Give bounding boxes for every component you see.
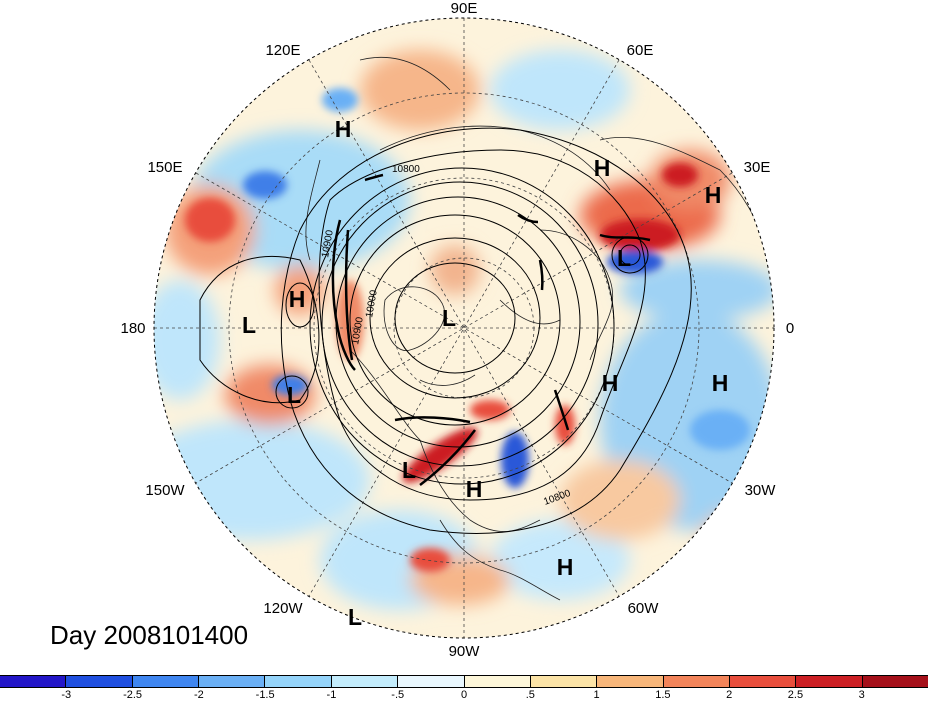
colorbar-tick-label: 2 bbox=[726, 689, 733, 701]
high-center: H bbox=[466, 476, 483, 502]
colorbar-tick-label: -.5 bbox=[391, 689, 405, 701]
colorbar-tick-label: 1 bbox=[593, 689, 600, 701]
colorbar-tick-label: -3 bbox=[61, 689, 72, 701]
high-center: H bbox=[289, 286, 306, 312]
colorbar-tick-label: -2.5 bbox=[123, 689, 143, 701]
lon-label-120e: 120E bbox=[265, 42, 300, 59]
colorbar-tick-label: 2.5 bbox=[787, 689, 804, 701]
colorbar-tick-label: 0 bbox=[460, 689, 468, 701]
colorbar-swatch bbox=[729, 676, 797, 687]
contour-label: 10000 bbox=[364, 289, 380, 319]
map-boundary bbox=[153, 17, 775, 639]
lon-label-30w: 30W bbox=[745, 482, 777, 499]
colorbar-swatch bbox=[331, 676, 399, 687]
colorbar-tick-label: -2 bbox=[193, 689, 204, 701]
colorbar-ticks: -3 -2.5 -2 -1.5 -1 -.5 0 .5 1 1.5 2 2.5 3 bbox=[0, 689, 928, 702]
low-center: L bbox=[287, 382, 301, 408]
low-center: L bbox=[617, 245, 631, 271]
lon-label-180: 180 bbox=[120, 320, 145, 337]
lon-label-0: 0 bbox=[786, 320, 794, 337]
lon-label-30e: 30E bbox=[744, 159, 771, 176]
low-center: L bbox=[242, 312, 256, 338]
high-center: H bbox=[335, 116, 352, 142]
colorbar-swatch bbox=[862, 676, 928, 687]
lon-label-120w: 120W bbox=[263, 600, 303, 617]
contour-label: 10800 bbox=[392, 164, 420, 175]
colorbar bbox=[0, 675, 928, 688]
height-contours bbox=[199, 127, 692, 534]
colorbar-swatch bbox=[398, 676, 465, 687]
anomaly-field bbox=[154, 18, 774, 638]
colorbar-swatch bbox=[265, 676, 332, 687]
high-center: H bbox=[712, 370, 729, 396]
date-title: Day 2008101400 bbox=[50, 620, 249, 650]
lon-label-60w: 60W bbox=[628, 600, 660, 617]
pressure-centers: H H H H H H H H L L L L L L bbox=[242, 116, 728, 630]
colorbar-tick-label: 1.5 bbox=[655, 689, 671, 701]
colorbar-swatch bbox=[0, 676, 67, 687]
lon-label-150w: 150W bbox=[145, 482, 185, 499]
colorbar-tick-label: -1.5 bbox=[255, 689, 275, 701]
colorbar-swatch bbox=[530, 676, 598, 687]
colorbar-tick-label: .5 bbox=[525, 689, 535, 701]
colorbar-tick-label: -1 bbox=[326, 689, 337, 701]
colorbar-swatch bbox=[796, 676, 863, 687]
lon-label-150e: 150E bbox=[147, 159, 182, 176]
low-center: L bbox=[402, 457, 416, 483]
colorbar-swatch bbox=[66, 676, 133, 687]
high-center: H bbox=[602, 370, 619, 396]
low-center: L bbox=[348, 604, 362, 630]
colorbar-tick-label: 3 bbox=[858, 689, 865, 701]
contour-label: 10900 bbox=[350, 316, 366, 346]
contour-label: 10900 bbox=[320, 229, 336, 259]
lon-label-90w: 90W bbox=[449, 643, 481, 660]
colorbar-swatch bbox=[132, 676, 200, 687]
low-center: L bbox=[442, 305, 456, 331]
lon-label-60e: 60E bbox=[627, 42, 654, 59]
high-center: H bbox=[705, 182, 722, 208]
lon-label-90e: 90E bbox=[451, 0, 478, 17]
colorbar-swatch bbox=[464, 676, 531, 687]
colorbar-swatch bbox=[663, 676, 730, 687]
high-center: H bbox=[557, 554, 574, 580]
jet-streaks bbox=[331, 173, 651, 486]
colorbar-swatch bbox=[199, 676, 266, 687]
colorbar-swatch bbox=[597, 676, 664, 687]
high-center: H bbox=[594, 155, 611, 181]
